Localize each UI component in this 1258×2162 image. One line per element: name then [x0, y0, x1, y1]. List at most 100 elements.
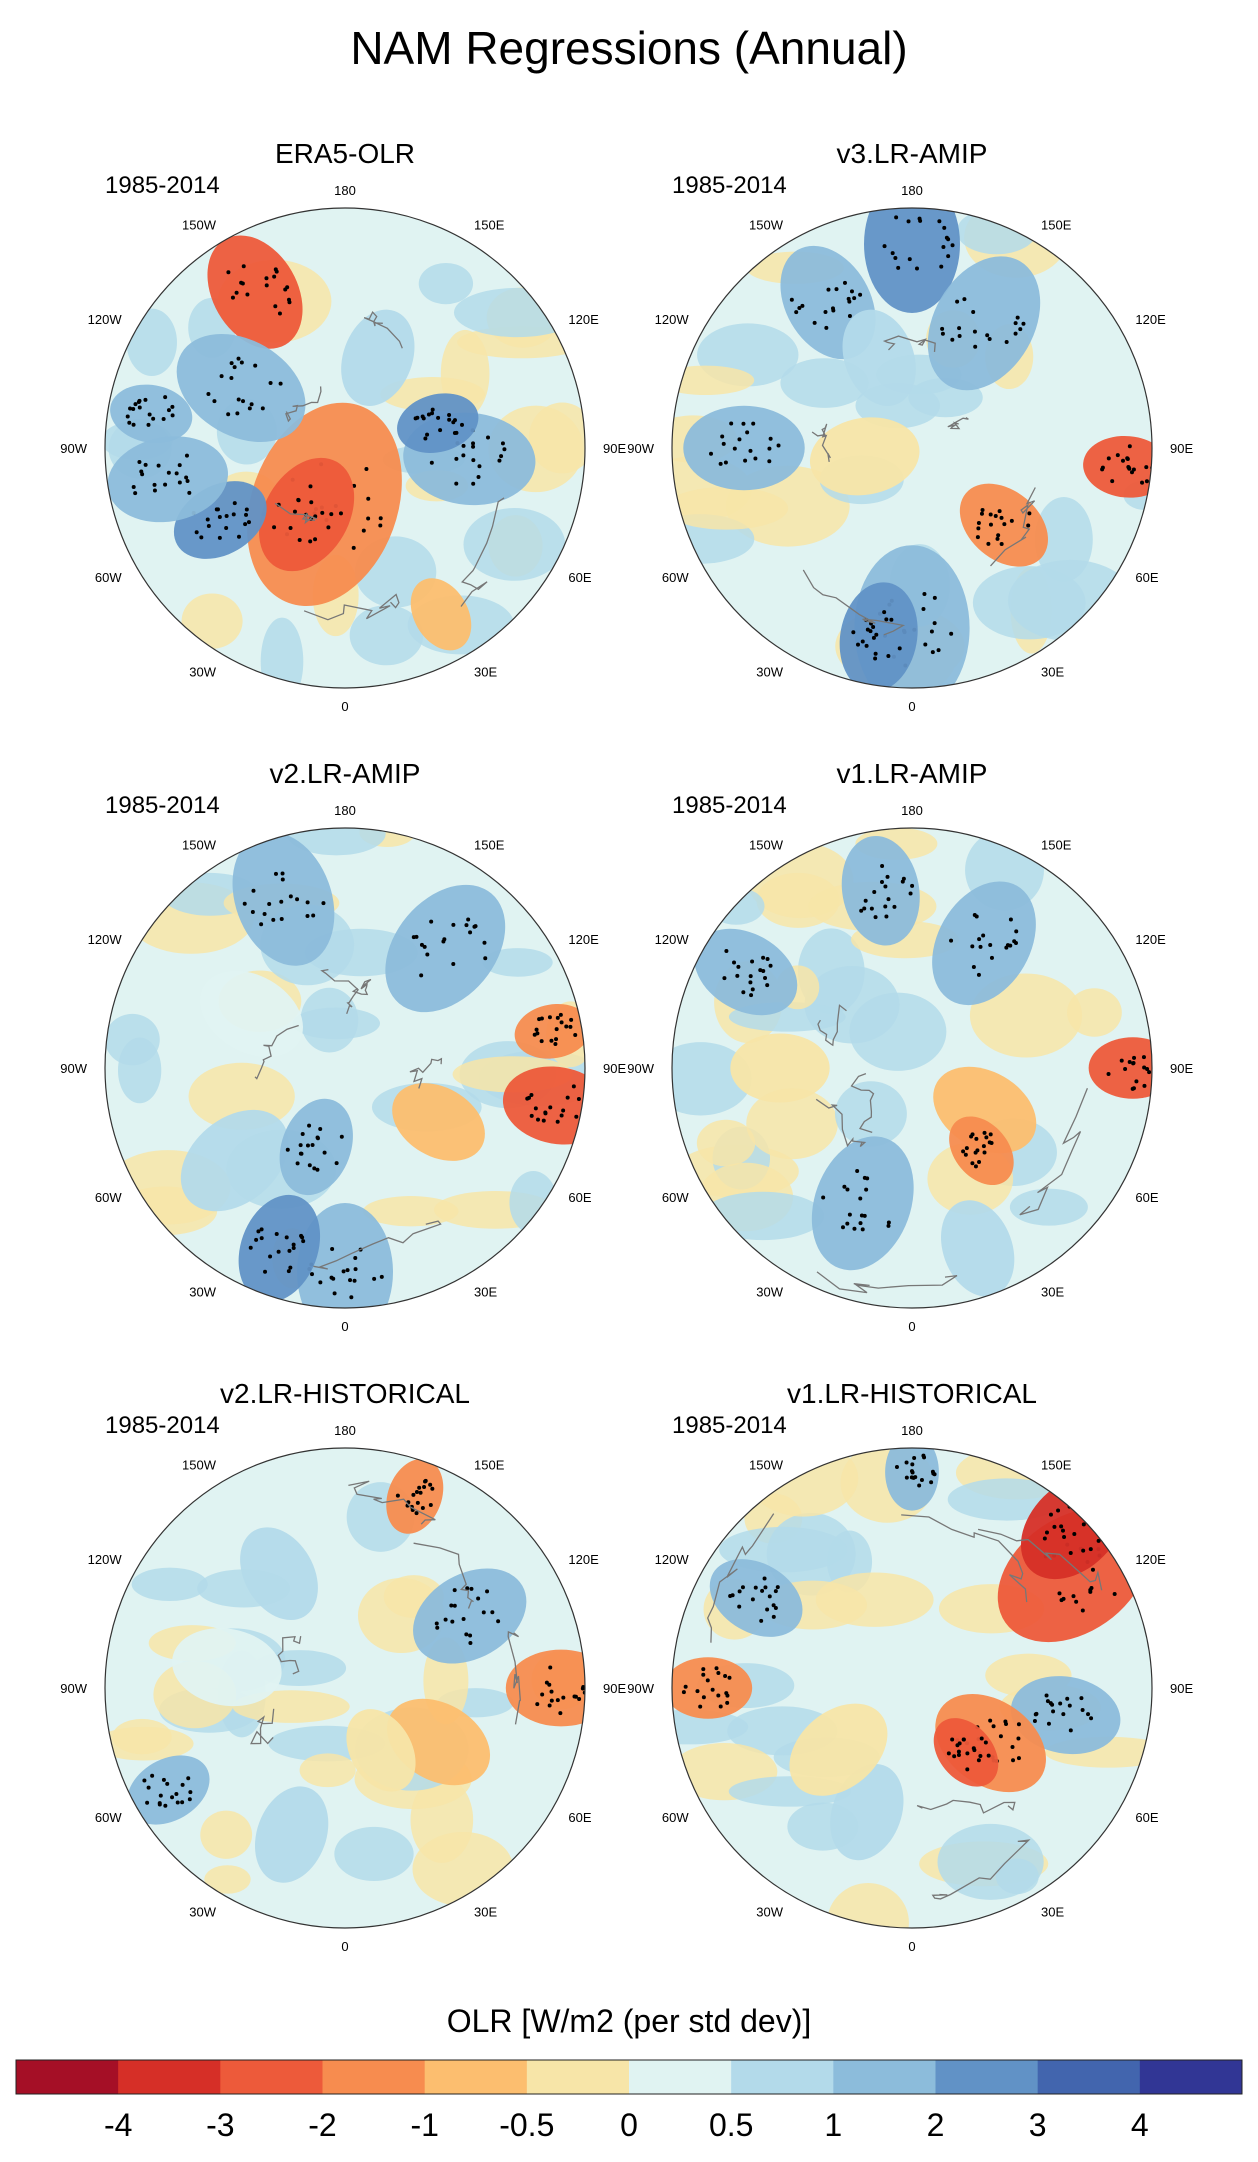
significance-dot	[1089, 1585, 1094, 1590]
longitude-label: 180	[334, 1423, 356, 1438]
significance-dot	[301, 1239, 306, 1244]
significance-dot	[823, 310, 828, 315]
significance-dot	[312, 1166, 317, 1171]
map-field	[105, 1448, 585, 1928]
significance-dot	[288, 525, 293, 530]
anomaly-patch	[180, 1109, 289, 1212]
significance-dot	[789, 297, 794, 302]
significance-dot	[987, 1140, 992, 1145]
significance-dot	[300, 1131, 305, 1136]
significance-dot	[1013, 331, 1018, 336]
colorbar-box	[731, 2060, 834, 2094]
longitude-label: 120W	[655, 932, 690, 947]
significance-dot	[885, 874, 890, 879]
significance-dot	[240, 281, 245, 286]
significance-dot	[999, 542, 1004, 547]
coastline	[303, 593, 400, 621]
significance-dot	[910, 883, 915, 888]
longitude-label: 30W	[756, 1284, 783, 1299]
significance-dot	[185, 478, 190, 483]
significance-dot	[308, 539, 313, 544]
longitude-label: 150W	[182, 838, 217, 853]
map-panel: v2.LR-AMIP 1985-2014 180 150E 120E 90E 60E 30E 0…	[60, 758, 626, 1334]
significance-dot	[133, 491, 138, 496]
significance-dot	[765, 983, 770, 988]
significance-dot	[910, 1462, 915, 1467]
significance-dot	[425, 952, 430, 957]
significance-dot	[246, 520, 251, 525]
significance-dot	[860, 1227, 865, 1232]
significance-dot	[137, 398, 142, 403]
significance-dot	[1042, 1536, 1047, 1541]
significance-dot	[970, 1161, 975, 1166]
significance-dot	[529, 1092, 534, 1097]
anomaly-patch	[849, 992, 947, 1071]
anomaly-patch	[672, 365, 755, 396]
significance-dot	[212, 399, 217, 404]
colorbar-box	[118, 2060, 221, 2094]
significance-dot	[1131, 1086, 1136, 1091]
significance-dot	[1140, 480, 1145, 485]
significance-dot	[768, 963, 773, 968]
anomaly-patch	[1067, 988, 1122, 1037]
significance-dot	[414, 1511, 419, 1516]
significance-dot	[297, 538, 302, 543]
significance-dot	[1052, 1524, 1057, 1529]
anomaly-patch	[363, 1196, 459, 1227]
significance-dot	[748, 980, 753, 985]
significance-dot	[243, 522, 248, 527]
significance-dot	[1032, 1718, 1037, 1723]
significance-dot	[957, 326, 962, 331]
significance-dot	[1026, 523, 1031, 528]
significance-dot	[741, 421, 746, 426]
coastline	[274, 502, 318, 525]
significance-dot	[1126, 465, 1131, 470]
significance-dot	[767, 459, 772, 464]
significance-dot	[536, 1117, 541, 1122]
significance-dot	[1123, 1066, 1128, 1071]
significance-dot	[379, 1274, 384, 1279]
significance-dot	[279, 899, 284, 904]
significance-dot	[894, 215, 899, 220]
map-panel: ERA5-OLR 1985-2014 180 150E 120E 90E 60E 30E 0 30…	[60, 138, 626, 714]
significance-dot	[548, 1105, 553, 1110]
significance-dot	[1089, 1716, 1094, 1721]
significance-dot	[351, 545, 356, 550]
significance-dot	[740, 1585, 745, 1590]
anomaly-patch	[112, 1718, 172, 1755]
significance-dot	[723, 1673, 728, 1678]
significance-dot	[285, 285, 290, 290]
significance-dot	[984, 1135, 989, 1140]
significance-dot	[800, 303, 805, 308]
significance-dot	[247, 406, 252, 411]
significance-dot	[564, 1024, 569, 1029]
longitude-label: 120W	[655, 312, 690, 327]
significance-dot	[430, 411, 435, 416]
significance-dot	[962, 297, 967, 302]
significance-dot	[972, 329, 977, 334]
longitude-label: 120E	[1135, 932, 1166, 947]
significance-dot	[277, 311, 282, 316]
significance-dot	[145, 1800, 150, 1805]
longitude-label: 90W	[60, 1681, 87, 1696]
significance-dot	[131, 422, 136, 427]
anomaly-patch	[949, 1116, 1014, 1186]
significance-dot	[236, 534, 241, 539]
significance-dot	[1013, 941, 1018, 946]
significance-dot	[1016, 1756, 1021, 1761]
significance-dot	[729, 421, 734, 426]
significance-dot	[500, 441, 505, 446]
significance-dot	[170, 404, 175, 409]
significance-dot	[533, 1106, 538, 1111]
significance-dot	[577, 1697, 582, 1702]
significance-dot	[716, 1671, 721, 1676]
significance-dot	[956, 1753, 961, 1758]
significance-dot	[140, 472, 145, 477]
anomaly-patch	[410, 578, 472, 651]
significance-dot	[423, 436, 428, 441]
significance-dot	[232, 365, 237, 370]
anomaly-patch	[334, 1826, 414, 1882]
significance-dot	[263, 1269, 268, 1274]
significance-dot	[859, 908, 864, 913]
significance-dot	[271, 917, 276, 922]
